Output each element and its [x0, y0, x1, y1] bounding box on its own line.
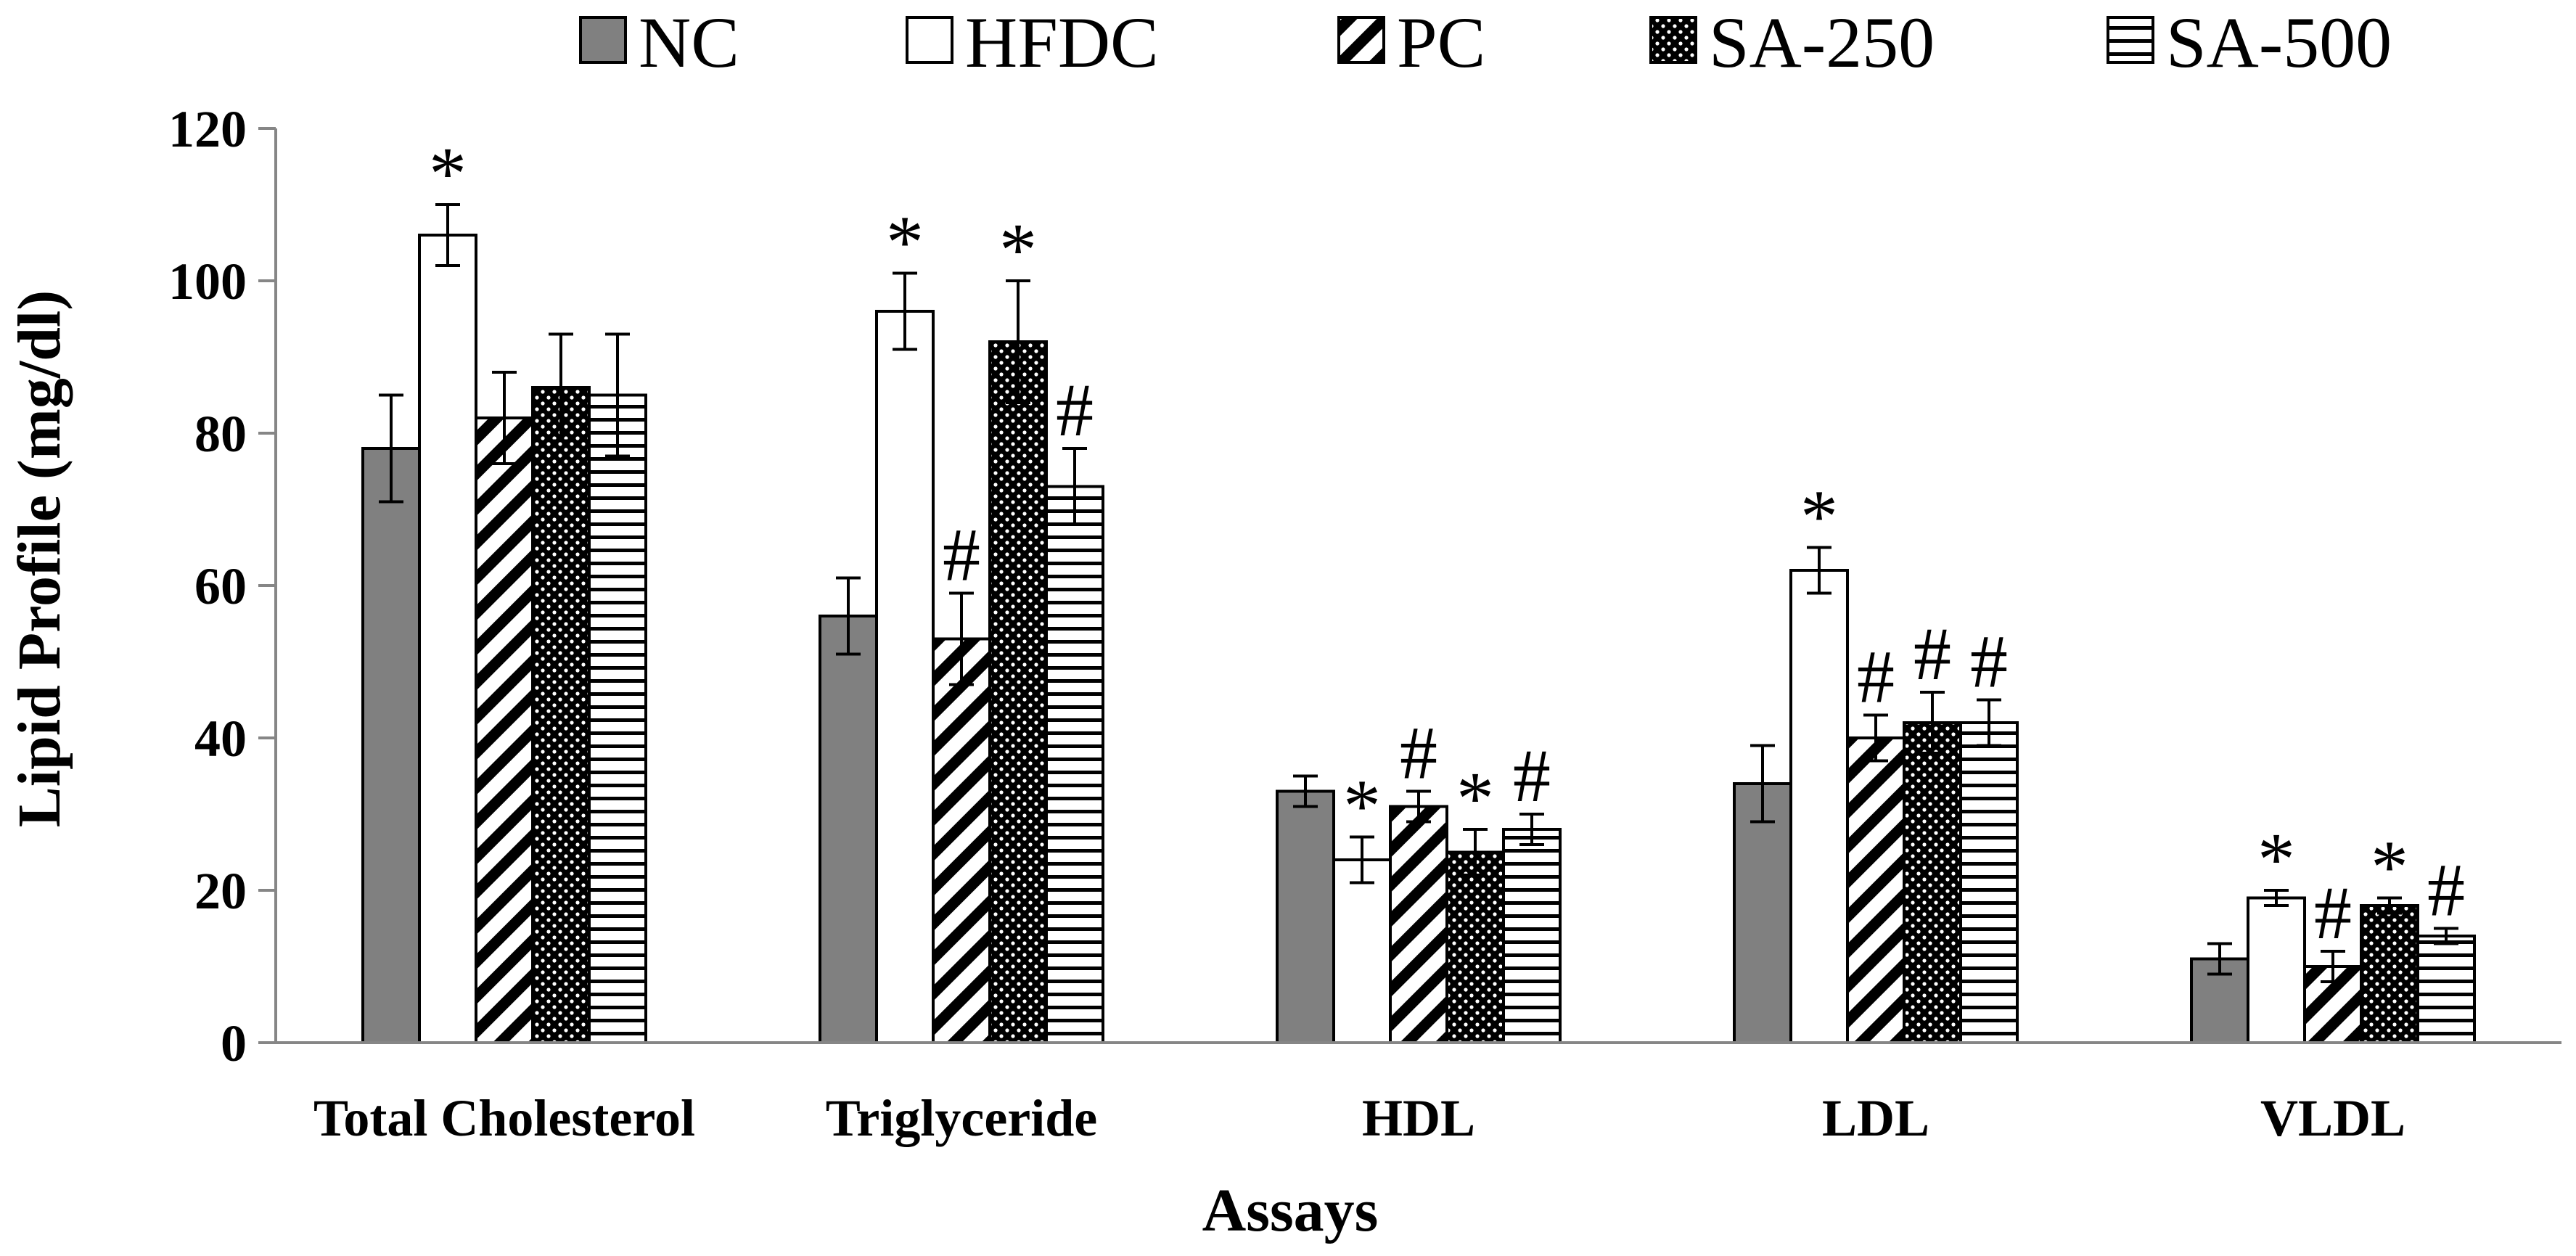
significance-marker: * [1343, 765, 1381, 848]
significance-marker: # [1400, 712, 1437, 795]
significance-marker: # [2314, 871, 2352, 955]
bar [1733, 782, 1792, 1044]
bar [1445, 850, 1505, 1044]
legend-label: SA-250 [1709, 2, 1935, 83]
legend-label: SA-500 [2166, 2, 2392, 83]
bar [932, 637, 991, 1044]
legend-swatch [1337, 16, 1385, 64]
legend-label: PC [1397, 2, 1485, 83]
legend-label: HFDC [965, 2, 1159, 83]
legend-label: NC [639, 2, 739, 83]
significance-marker: * [1800, 475, 1838, 559]
bar [1903, 721, 1962, 1044]
legend-swatch [906, 16, 953, 64]
significance-marker: # [1513, 734, 1551, 818]
y-axis: 0 20 40 60 80 100 120 [168, 100, 277, 1072]
bar [2247, 896, 2306, 1044]
bar [2416, 935, 2476, 1044]
x-tick-label: HDL [1362, 1089, 1475, 1147]
significance-marker: # [1056, 369, 1094, 452]
bar [1502, 828, 1562, 1044]
bar [475, 416, 534, 1044]
bar [418, 234, 477, 1044]
bar [988, 340, 1048, 1044]
legend-swatch [579, 16, 627, 64]
bar [819, 615, 878, 1044]
bar [1789, 569, 1849, 1044]
y-tick-label: 20 [194, 862, 247, 920]
bar [1959, 721, 2019, 1044]
bar [1389, 805, 1448, 1044]
legend-swatch [1649, 16, 1697, 64]
y-tick-label: 0 [221, 1014, 247, 1072]
significance-marker: * [999, 208, 1037, 292]
bar [2360, 904, 2419, 1044]
x-tick-label: Total Cholesterol [313, 1089, 695, 1147]
bar [588, 393, 647, 1044]
significance-marker: * [2257, 818, 2295, 901]
bar [531, 386, 591, 1044]
legend: NC HFDC PC SA-250 SA-500 [579, 2, 2392, 83]
bar [1276, 789, 1335, 1044]
y-tick-label: 120 [168, 100, 247, 158]
significance-marker: * [886, 201, 924, 284]
significance-marker: # [2427, 849, 2465, 932]
y-tick-label: 60 [194, 557, 247, 615]
x-tick-label: Triglyceride [826, 1089, 1098, 1147]
bar [1045, 485, 1104, 1044]
y-tick-label: 100 [168, 253, 247, 311]
bars: **#*#*#* #*# # #*#* # [361, 132, 2476, 1044]
y-axis-title: Lipid Profile (mg/dl) [6, 290, 73, 827]
significance-marker: * [2371, 826, 2408, 909]
significance-marker: # [1970, 620, 2008, 704]
x-tick-label: LDL [1822, 1089, 1929, 1147]
bar [1332, 858, 1392, 1044]
x-axis: Total Cholesterol Triglyceride HDL LDL VLDL [276, 1041, 2561, 1147]
legend-swatch [2107, 16, 2154, 64]
significance-marker: * [1456, 757, 1494, 840]
bar [361, 447, 421, 1044]
bar [1846, 736, 1906, 1044]
significance-marker: # [1857, 636, 1895, 719]
x-axis-title: Assays [1202, 1177, 1379, 1244]
bar [875, 310, 935, 1044]
significance-marker: * [429, 132, 467, 216]
significance-marker: # [943, 514, 980, 597]
x-tick-label: VLDL [2260, 1089, 2405, 1147]
significance-marker: # [1913, 612, 1951, 696]
y-tick-label: 80 [194, 405, 247, 463]
y-tick-label: 40 [194, 710, 247, 768]
